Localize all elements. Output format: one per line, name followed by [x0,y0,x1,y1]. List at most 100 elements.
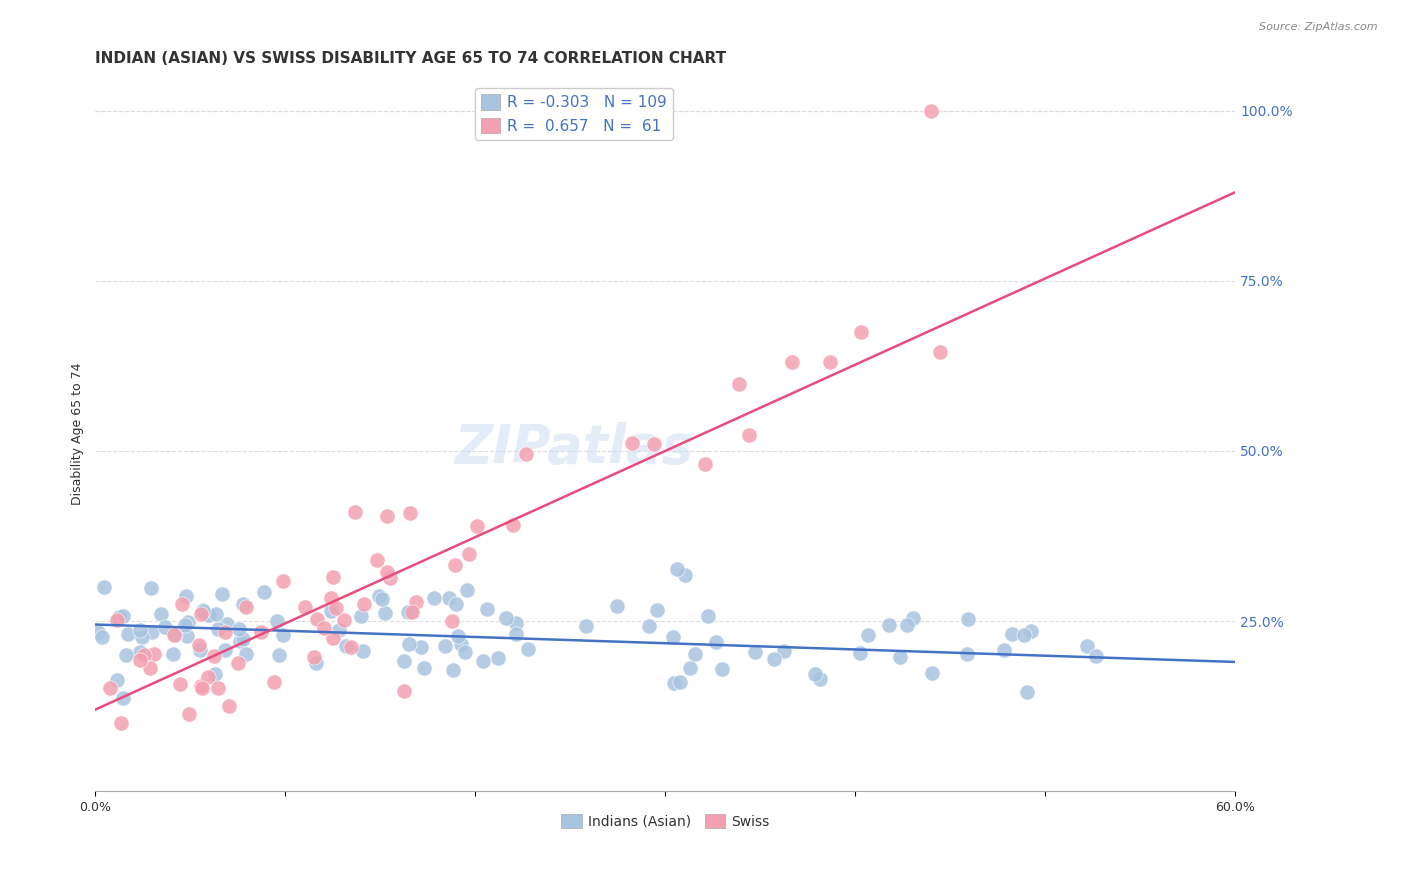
Point [191,681,214,695]
Point [575,619,598,633]
Point [204,607,226,621]
Point [188,642,211,657]
Point [321,604,343,618]
Point [879,618,901,632]
Point [253,584,276,599]
Point [139,581,162,595]
Point [738,427,761,442]
Point [108,609,131,624]
Point [744,645,766,659]
Point [302,649,325,664]
Point [515,448,537,462]
Point [394,683,416,698]
Point [858,628,880,642]
Point [903,611,925,625]
Point [305,656,328,670]
Point [366,553,388,567]
Point [202,648,225,663]
Point [197,670,219,684]
Point [371,591,394,606]
Text: INDIAN (ASIAN) VS SWISS DISABILITY AGE 65 TO 74 CORRELATION CHART: INDIAN (ASIAN) VS SWISS DISABILITY AGE 6… [96,51,727,66]
Point [114,648,136,662]
Point [322,570,344,584]
Point [141,625,163,640]
Point [849,646,872,660]
Point [322,632,344,646]
Point [399,506,422,520]
Point [111,690,134,705]
Point [711,662,734,676]
Point [441,663,464,677]
Point [956,647,979,661]
Point [305,611,328,625]
Point [697,609,720,624]
Point [131,630,153,644]
Point [232,632,254,647]
Point [353,597,375,611]
Point [214,643,236,657]
Point [808,672,831,686]
Point [447,629,470,643]
Point [606,599,628,613]
Point [228,622,250,636]
Point [673,567,696,582]
Point [129,653,152,667]
Point [215,617,238,632]
Point [456,583,478,598]
Point [335,639,357,653]
Point [150,607,173,622]
Point [505,616,527,631]
Point [105,614,128,628]
Point [198,608,221,623]
Point [516,642,538,657]
Point [235,599,257,614]
Point [162,647,184,661]
Point [204,667,226,681]
Point [250,624,273,639]
Point [454,645,477,659]
Point [98,681,121,695]
Point [207,622,229,636]
Point [921,665,943,680]
Point [263,675,285,690]
Point [643,437,665,451]
Point [679,660,702,674]
Point [139,661,162,675]
Point [266,614,288,628]
Point [108,611,131,625]
Point [1076,639,1098,653]
Point [294,599,316,614]
Point [683,647,706,661]
Point [401,605,423,619]
Point [128,645,150,659]
Point [505,626,527,640]
Point [920,103,942,118]
Point [780,354,803,368]
Point [188,638,211,652]
Point [176,629,198,643]
Point [772,644,794,658]
Point [110,716,132,731]
Point [444,597,467,611]
Point [1085,649,1108,664]
Point [350,608,373,623]
Point [693,457,716,471]
Point [128,624,150,638]
Point [645,603,668,617]
Point [928,345,950,359]
Point [93,581,115,595]
Text: Source: ZipAtlas.com: Source: ZipAtlas.com [1260,22,1378,32]
Point [849,325,872,339]
Point [105,673,128,688]
Point [762,652,785,666]
Point [434,639,457,653]
Point [465,518,488,533]
Point [394,654,416,668]
Point [666,562,689,576]
Point [235,648,257,662]
Point [271,628,294,642]
Point [229,633,252,648]
Point [328,624,350,638]
Point [375,566,398,580]
Point [193,604,215,618]
